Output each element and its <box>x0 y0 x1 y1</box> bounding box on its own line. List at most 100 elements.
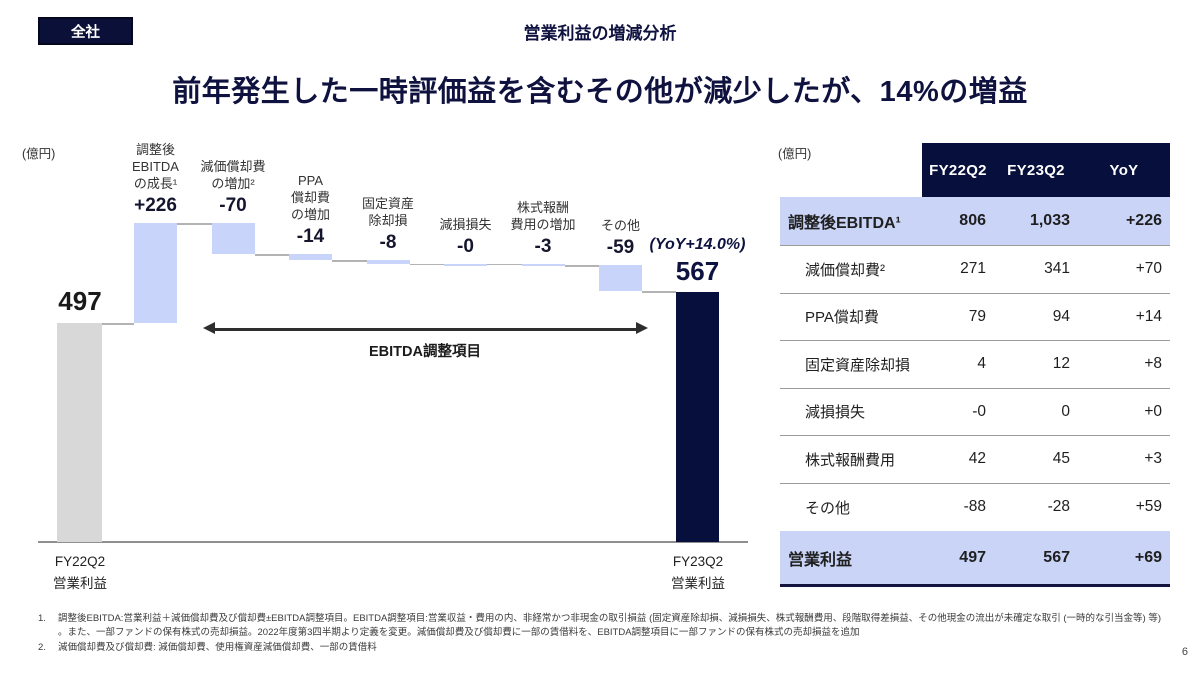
ebitda-adjustment-arrow-label: EBITDA調整項目 <box>369 344 481 360</box>
table-column-header: FY23Q2 <box>994 143 1078 197</box>
table-cell-value: +226 <box>1125 212 1162 229</box>
waterfall-bar-step <box>444 263 487 266</box>
table-row: 調整後EBITDA¹ 806 1,033 +226 <box>780 197 1170 246</box>
waterfall-bar-start <box>57 323 102 542</box>
table-cell-value: 0 <box>1061 402 1070 420</box>
table-row-label: PPA償却費 <box>805 309 879 327</box>
waterfall-step-value: -59 <box>606 237 635 259</box>
table-cell-value: 567 <box>1043 548 1070 566</box>
waterfall-connector <box>409 263 444 266</box>
ebitda-adjustment-arrow <box>213 328 637 331</box>
waterfall-connector <box>487 263 522 266</box>
table-header-spacer <box>780 143 922 197</box>
table-row-label: 株式報酬費用 <box>805 451 896 469</box>
table-cell-value: +0 <box>1144 402 1162 420</box>
table-column-header: YoY <box>1078 143 1170 197</box>
footnote-2-text: 減価償却費及び償却費: 減価償却費、使用権資産減価償却費、一部の賃借料 <box>58 641 377 653</box>
table-header-row: FY22Q2 FY23Q2 YoY <box>780 143 1170 197</box>
waterfall-step-label: その他 -59 <box>561 217 681 259</box>
slide-title: 営業利益の増減分析 <box>523 24 677 43</box>
waterfall-bar-step <box>599 265 642 292</box>
waterfall-step-label: 減損損失 -0 <box>406 216 526 258</box>
waterfall-connector <box>102 323 134 325</box>
waterfall-step-value: -70 <box>219 195 247 217</box>
table-unit-label: (億円) <box>778 147 812 161</box>
waterfall-step-value: -0 <box>457 235 474 257</box>
waterfall-step-name: 減価償却費 の増加² <box>200 159 266 192</box>
waterfall-step-value: +226 <box>134 195 177 217</box>
waterfall-connector <box>332 260 367 262</box>
table-row: PPA償却費 79 94 +14 <box>780 294 1170 341</box>
summary-table: FY22Q2 FY23Q2 YoY 調整後EBITDA¹ 806 1,033 +226 減価償… <box>780 143 1170 587</box>
waterfall-step-label: 固定資産 除却損 -8 <box>328 195 448 254</box>
table-cell-value: 497 <box>959 548 986 566</box>
waterfall-step-label: PPA 償却費 の増加 -14 <box>251 172 371 248</box>
waterfall-step-value: -3 <box>534 235 552 257</box>
table-cell-value: 12 <box>1052 355 1070 373</box>
start-axis-label: FY22Q2 営業利益 <box>10 551 150 594</box>
table-cell-value: +3 <box>1144 450 1162 468</box>
waterfall-step-name: 固定資産 除却損 <box>361 196 414 229</box>
waterfall-connector <box>177 223 212 225</box>
chart-unit-label: (億円) <box>22 147 56 161</box>
footnotes: 1. 調整後EBITDA:営業利益＋減価償却費及び償却費±EBITDA調整項目。… <box>38 612 1166 655</box>
start-axis-label-line1: FY22Q2 <box>54 554 106 569</box>
footnote-1: 1. 調整後EBITDA:営業利益＋減価償却費及び償却費±EBITDA調整項目。… <box>38 612 1166 641</box>
waterfall-bar-step <box>366 260 410 264</box>
waterfall-bar-step <box>134 223 177 323</box>
table-row-label: 減損損失 <box>805 404 866 422</box>
waterfall-bar-step <box>211 223 255 255</box>
table-row-label: 減価償却費² <box>805 261 885 279</box>
table-column-header: FY22Q2 <box>922 143 994 197</box>
waterfall-step-name: 減損損失 <box>439 216 492 232</box>
table-row: 固定資産除却損 4 12 +8 <box>780 341 1170 389</box>
end-axis-label: FY23Q2 営業利益 <box>628 551 768 594</box>
end-axis-label-line1: FY23Q2 <box>672 554 724 569</box>
waterfall-step-value: -14 <box>296 226 325 248</box>
arrow-left-head-icon <box>203 322 215 334</box>
table-cell-value: 271 <box>960 260 986 278</box>
table-cell-value: 806 <box>959 212 986 229</box>
table-cell-value: -88 <box>963 498 986 516</box>
waterfall-step-name: PPA 償却費 の増加 <box>290 172 330 223</box>
waterfall-bar-step <box>521 263 565 266</box>
table-cell-value: 1,033 <box>1029 212 1070 229</box>
end-axis-label-line2: 営業利益 <box>671 575 725 591</box>
table-cell-value: +14 <box>1135 307 1162 325</box>
waterfall-step-label: 減価償却費 の増加² -70 <box>173 158 293 217</box>
table-row-label: 営業利益 <box>788 551 853 569</box>
table-row: 減損損失 -0 0 +0 <box>780 389 1170 436</box>
table-row-label: 調整後EBITDA¹ <box>788 215 901 232</box>
start-value-label: 497 <box>58 286 102 316</box>
table-row: その他 -88 -28 +59 <box>780 484 1170 532</box>
table-row-label: その他 <box>805 499 851 517</box>
yoy-note: (YoY+14.0%) <box>649 236 746 253</box>
waterfall-connector <box>254 254 289 256</box>
table-cell-value: 4 <box>977 355 986 373</box>
waterfall-bar-step <box>289 254 332 261</box>
footnote-1-text: 調整後EBITDA:営業利益＋減価償却費及び償却費±EBITDA調整項目。EBI… <box>58 613 1162 639</box>
table-cell-value: -0 <box>972 402 986 420</box>
table-row: 株式報酬費用 42 45 +3 <box>780 436 1170 484</box>
table-cell-value: 42 <box>968 450 986 468</box>
footnote-2: 2. 減価償却費及び償却費: 減価償却費、使用権資産減価償却費、一部の賃借料 <box>38 641 1166 655</box>
table-cell-value: +59 <box>1135 498 1162 516</box>
table-cell-value: -28 <box>1047 498 1070 516</box>
waterfall-connector <box>642 291 676 293</box>
table-cell-value: 341 <box>1044 260 1070 278</box>
table-cell-value: 79 <box>968 307 986 325</box>
table-cell-value: 94 <box>1052 307 1070 325</box>
table-row: 減価償却費² 271 341 +70 <box>780 246 1170 294</box>
waterfall-bar-end <box>676 292 719 542</box>
waterfall-step-name: 調整後 EBITDA の成長¹ <box>132 141 179 192</box>
end-value-group: (YoY+14.0%) 567 <box>627 236 768 287</box>
headline: 前年発生した一時評価益を含むその他が減少したが、14%の増益 <box>172 76 1028 108</box>
footnote-2-number: 2. <box>38 641 46 653</box>
x-axis-line <box>38 541 748 543</box>
table-cell-value: +8 <box>1144 355 1162 373</box>
table-cell-value: +69 <box>1134 548 1162 566</box>
scope-badge: 全社 <box>38 17 133 45</box>
arrow-right-head-icon <box>636 322 648 334</box>
waterfall-step-value: -8 <box>379 232 397 254</box>
